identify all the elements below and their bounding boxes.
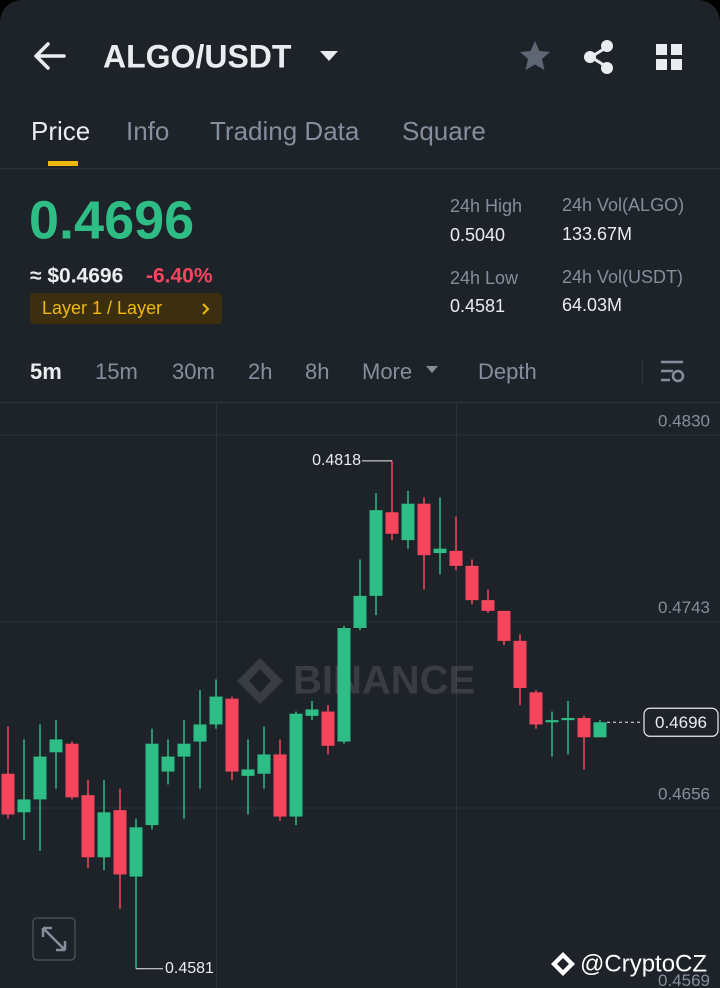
author-logo: [551, 952, 575, 976]
stat-value: 64.03M: [562, 295, 622, 315]
grid-cell: [671, 44, 682, 55]
candle-body: [273, 754, 287, 817]
interval-depth[interactable]: Depth: [478, 359, 537, 384]
tag-chevron: [202, 303, 210, 315]
author-watermark: @CryptoCZ: [580, 950, 707, 977]
candle-body: [401, 503, 415, 541]
favorite-star[interactable]: [520, 41, 550, 70]
candle-body: [145, 743, 159, 826]
candle-body: [33, 756, 47, 800]
expand-arrows: [41, 926, 67, 952]
candle-body: [225, 698, 239, 772]
candle-body: [337, 628, 351, 742]
settings-gear: [671, 369, 685, 383]
last-price-label: 0.4696: [655, 713, 707, 732]
candle-body: [481, 600, 495, 611]
share-dot: [601, 62, 613, 74]
high-label: 0.4818: [312, 452, 361, 469]
candle-body: [369, 510, 383, 596]
candle-body: [177, 743, 191, 757]
candle-body: [353, 595, 367, 628]
y-tick-label: 0.4830: [658, 412, 710, 431]
interval[interactable]: 8h: [305, 359, 329, 384]
pair-title[interactable]: ALGO/USDT: [103, 38, 292, 74]
interval-more[interactable]: More: [362, 359, 412, 384]
interval[interactable]: 30m: [172, 359, 215, 384]
stat-label: 24h Vol(USDT): [562, 267, 683, 287]
candle-body: [321, 711, 335, 746]
candle-body: [49, 739, 63, 753]
share-icon[interactable]: [584, 40, 613, 74]
candle-body: [385, 512, 399, 534]
candle-body: [257, 754, 271, 774]
tab[interactable]: Square: [402, 116, 486, 146]
candle-body: [97, 812, 111, 858]
candle-body: [241, 769, 255, 776]
candle-body: [193, 724, 207, 742]
candle-body: [1, 773, 15, 815]
tag-text: Layer 1 / Layer: [42, 298, 162, 318]
candle-body: [417, 503, 431, 556]
interval-active[interactable]: 5m: [30, 359, 62, 384]
more-caret: [426, 366, 438, 373]
candle-body: [529, 692, 543, 725]
candle-body: [561, 718, 575, 721]
grid-cell: [656, 59, 667, 70]
tab[interactable]: Trading Data: [210, 116, 360, 146]
candle-body: [465, 565, 479, 601]
back-button[interactable]: [34, 42, 66, 70]
stat-label: 24h High: [450, 196, 522, 216]
tab[interactable]: Info: [126, 116, 169, 146]
expand-button[interactable]: [32, 917, 76, 961]
interval[interactable]: 15m: [95, 359, 138, 384]
y-tick-label: 0.4656: [658, 784, 710, 803]
candlestick-chart: 0.4830 0.4743 0.4656 0.4569 0.4818 0.4581 0.46…: [0, 412, 720, 988]
back-arrow: [34, 42, 66, 70]
watermark-text: BINANCE: [293, 659, 475, 703]
candle-body: [161, 756, 175, 772]
interval[interactable]: 2h: [248, 359, 272, 384]
candle-body: [545, 720, 559, 723]
stat-value: 0.4581: [450, 296, 505, 316]
candle-body: [513, 640, 527, 688]
candle-body: [577, 718, 591, 738]
stat-label: 24h Low: [450, 268, 519, 288]
grid-cell: [671, 59, 682, 70]
candle-body: [305, 709, 319, 716]
candle-body: [289, 713, 303, 817]
tab-active[interactable]: Price: [31, 116, 90, 146]
y-tick-label: 0.4743: [658, 598, 710, 617]
stat-value: 0.5040: [450, 225, 505, 245]
stat-value: 133.67M: [562, 224, 632, 244]
chart-settings-icon[interactable]: [661, 360, 685, 383]
candle-body: [129, 827, 143, 877]
candle-body: [17, 799, 31, 813]
candle-body: [113, 810, 127, 875]
low-label: 0.4581: [165, 960, 214, 977]
pair-dropdown[interactable]: [320, 51, 338, 61]
tag-chip[interactable]: [30, 293, 222, 324]
candle-body: [497, 610, 511, 641]
candle-body: [81, 795, 95, 858]
grid-menu-icon[interactable]: [656, 44, 682, 70]
candle-body: [449, 550, 463, 566]
grid-cell: [656, 44, 667, 55]
watermark-logo: [237, 658, 283, 704]
last-price-box: [643, 707, 719, 737]
y-tick-label: 0.4569: [658, 971, 710, 988]
candle-body: [209, 696, 223, 725]
share-dot: [601, 40, 613, 52]
candle-body: [433, 548, 447, 553]
fiat-price: ≈ $0.4696: [30, 265, 123, 288]
tab-underline: [48, 161, 78, 166]
stat-label: 24h Vol(ALGO): [562, 195, 684, 215]
price-change: -6.40%: [146, 265, 213, 288]
candle-body: [65, 743, 79, 798]
last-price: 0.4696: [29, 190, 194, 250]
share-dot: [584, 51, 596, 63]
binance-watermark: BINANCE: [237, 658, 475, 704]
candle-body: [593, 722, 607, 738]
